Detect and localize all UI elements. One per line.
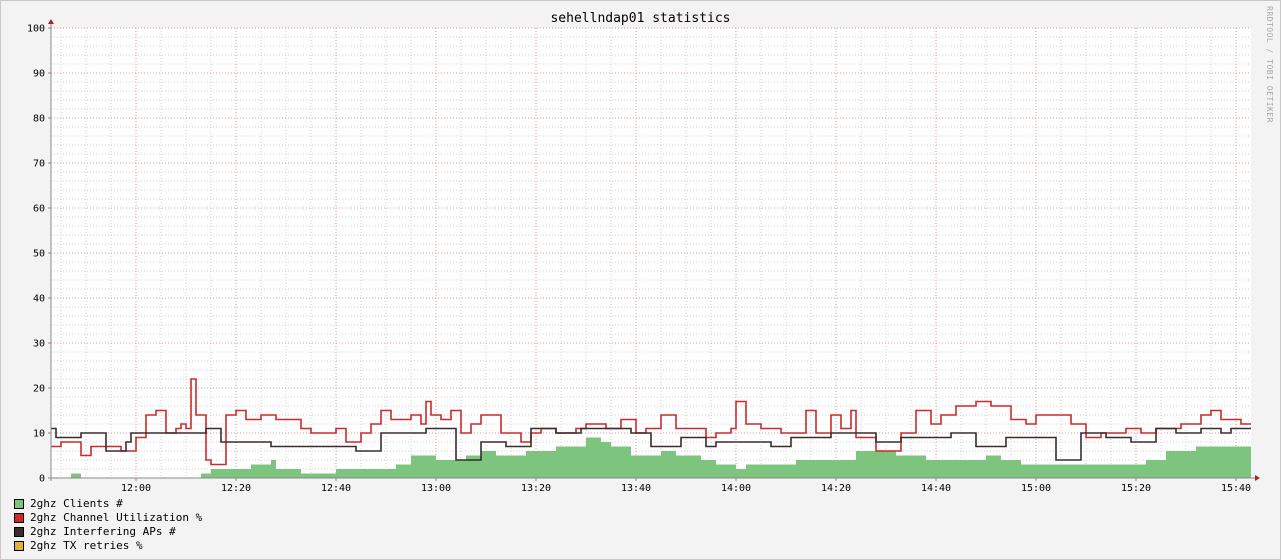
legend-label-clients: 2ghz Clients # [30,497,123,510]
x-tick-label: 13:40 [621,483,651,494]
series-line-2ghz-interfering-aps [51,427,1251,461]
legend-label-channel-utilization: 2ghz Channel Utilization % [30,511,203,524]
series-area-2ghz-clients [51,437,1251,478]
rrdtool-watermark: RRDTOOL / TOBI OETIKER [1265,6,1274,123]
legend-item-interfering-aps: 2ghz Interfering APs # [14,525,202,539]
x-tick-label: 15:00 [1021,483,1051,494]
x-tick-label: 15:20 [1121,483,1151,494]
x-tick-label: 14:40 [921,483,951,494]
chart-title: sehellndap01 statistics [550,11,731,26]
y-tick-label: 30 [33,339,45,350]
y-tick-label: 0 [39,474,45,485]
x-tick-label: 12:00 [121,483,151,494]
y-tick-label: 90 [33,69,45,80]
x-axis-arrow [1255,475,1260,481]
x-tick-label: 12:20 [221,483,251,494]
y-tick-label: 50 [33,249,45,260]
y-axis-arrow [48,19,54,24]
x-tick-label: 13:00 [421,483,451,494]
x-tick-label: 13:20 [521,483,551,494]
legend-label-tx-retries: 2ghz TX retries % [30,539,143,552]
legend-item-clients: 2ghz Clients # [14,497,202,511]
legend-label-interfering-aps: 2ghz Interfering APs # [30,525,176,538]
y-tick-label: 40 [33,294,45,305]
x-tick-label: 12:40 [321,483,351,494]
x-tick-label: 14:20 [821,483,851,494]
legend-item-channel-utilization: 2ghz Channel Utilization % [14,511,202,525]
x-tick-label: 14:00 [721,483,751,494]
legend-swatch-channel-utilization [14,513,24,523]
y-tick-label: 20 [33,384,45,395]
y-tick-label: 70 [33,159,45,170]
legend-swatch-clients [14,499,24,509]
legend-swatch-tx-retries [14,541,24,551]
legend-swatch-interfering-aps [14,527,24,537]
chart-canvas: 0 10 20 30 40 50 60 70 80 90 100 12:00 12:20 12:40 13:… [27,19,1260,494]
y-tick-label: 60 [33,204,45,215]
y-tick-label: 100 [27,24,45,35]
y-tick-label: 10 [33,429,45,440]
series-line-2ghz-channel-utilization [51,378,1251,466]
y-tick-label: 80 [33,114,45,125]
legend-item-tx-retries: 2ghz TX retries % [14,539,202,553]
chart-legend: 2ghz Clients # 2ghz Channel Utilization … [14,497,202,553]
x-tick-label: 15:40 [1221,483,1251,494]
